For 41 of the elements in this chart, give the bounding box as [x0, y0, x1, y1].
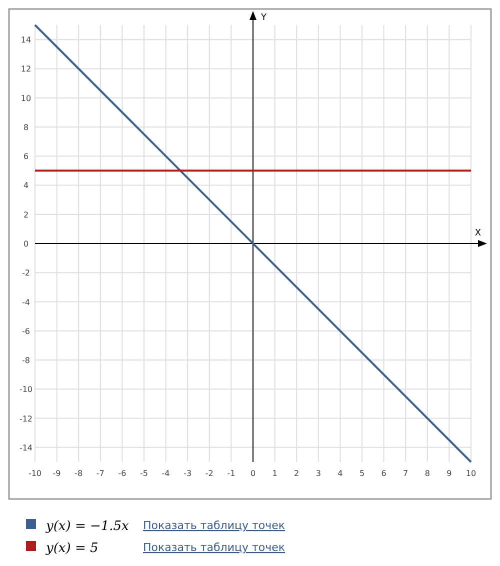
y-tick-label: 14 — [20, 36, 32, 45]
y-tick-label: 2 — [23, 210, 29, 220]
x-tick-label: 1 — [272, 469, 278, 478]
y-tick-label: 10 — [20, 94, 32, 103]
x-tick-label: -5 — [140, 469, 148, 478]
x-axis-title: X — [474, 228, 482, 238]
x-tick-label: 3 — [316, 469, 321, 478]
y-tick-label: -12 — [19, 414, 33, 424]
x-tick-label: 7 — [403, 469, 408, 478]
x-tick-label: -3 — [184, 469, 192, 478]
x-tick-label: 5 — [359, 469, 365, 478]
x-tick-label: -8 — [74, 469, 83, 478]
y-tick-label: -2 — [22, 268, 30, 278]
x-tick-label: 9 — [446, 469, 452, 478]
y-axis-title: Y — [260, 13, 267, 23]
x-tick-label: -1 — [227, 469, 236, 478]
x-tick-label: 2 — [294, 469, 300, 478]
x-tick-label: 8 — [424, 469, 430, 478]
x-tick-label: -4 — [162, 469, 170, 478]
y-tick-label: 8 — [23, 122, 29, 132]
y-tick-label: -6 — [22, 326, 30, 336]
y-tick-label: 0 — [23, 240, 29, 248]
x-tick-label: 4 — [338, 469, 343, 478]
x-tick-label: 0 — [250, 469, 256, 478]
y-tick-label: 12 — [20, 64, 32, 74]
x-tick-label: -6 — [118, 469, 126, 478]
x-tick-label: 10 — [466, 469, 476, 478]
x-tick-label: 6 — [381, 469, 386, 478]
x-tick-label: -2 — [205, 469, 214, 478]
y-tick-label: 6 — [23, 152, 29, 162]
legend-label: y(x) = 5 — [45, 541, 98, 556]
legend-label: y(x) = −1.5x — [45, 519, 130, 534]
text: Показать таблицу точек — [143, 519, 286, 532]
y-tick-label: -14 — [19, 443, 33, 452]
y-tick-label: 4 — [23, 181, 29, 190]
y-tick-label: -8 — [22, 356, 30, 366]
x-tick-label: -9 — [52, 469, 61, 478]
y-tick-label: -10 — [19, 385, 33, 394]
x-tick-label: -7 — [96, 469, 104, 478]
y-tick-label: -4 — [22, 298, 30, 307]
text: Показать таблицу точек — [143, 541, 286, 554]
